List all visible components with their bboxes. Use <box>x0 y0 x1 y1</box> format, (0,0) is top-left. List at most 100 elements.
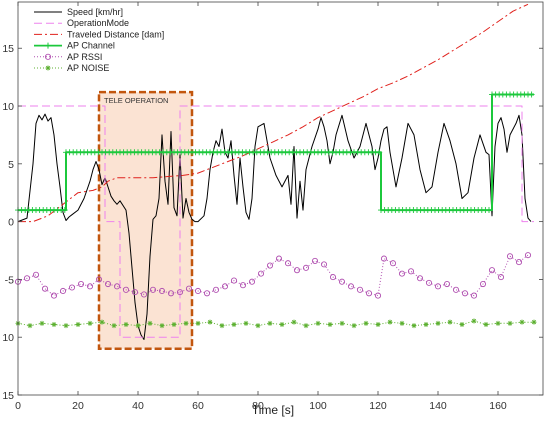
point-ap-rssi <box>284 260 292 267</box>
point-ap-noise <box>183 320 189 326</box>
point-ap-rssi <box>248 278 256 285</box>
legend-box <box>30 6 188 80</box>
point-ap-noise <box>399 320 405 326</box>
point-ap-rssi <box>293 267 301 274</box>
y-tick-label: 5 <box>8 159 14 171</box>
point-ap-rssi <box>479 280 487 288</box>
x-tick-label: 20 <box>72 400 84 412</box>
point-ap-channel <box>376 149 383 156</box>
y-tick-label: 0 <box>8 217 14 229</box>
point-ap-noise <box>75 321 81 327</box>
point-ap-rssi <box>239 282 247 289</box>
point-ap-rssi <box>329 274 337 281</box>
point-ap-noise <box>243 320 249 326</box>
point-ap-rssi <box>497 274 505 281</box>
point-ap-rssi <box>515 259 523 266</box>
point-ap-noise <box>99 319 105 325</box>
point-ap-noise <box>39 320 45 326</box>
point-ap-noise <box>411 323 417 329</box>
point-ap-noise <box>351 323 357 329</box>
point-ap-noise <box>219 323 225 329</box>
point-ap-rssi <box>32 271 40 278</box>
point-ap-rssi <box>365 290 373 297</box>
point-ap-noise <box>159 323 165 329</box>
point-ap-rssi <box>59 287 67 295</box>
point-ap-rssi <box>158 287 166 295</box>
point-ap-rssi <box>122 286 130 293</box>
point-ap-rssi <box>23 275 31 282</box>
point-ap-rssi <box>68 284 76 291</box>
point-ap-noise <box>363 320 369 326</box>
point-ap-rssi <box>320 261 328 268</box>
point-ap-rssi <box>374 292 382 299</box>
point-ap-rssi <box>212 286 220 293</box>
point-ap-noise <box>315 320 321 326</box>
point-ap-rssi <box>389 260 397 267</box>
legend-marker-ap-rssi <box>44 53 52 60</box>
point-ap-channel <box>61 207 68 214</box>
point-ap-rssi <box>338 278 346 285</box>
x-tick-label: 0 <box>15 400 21 412</box>
point-ap-rssi <box>416 275 424 282</box>
point-ap-rssi <box>185 285 193 292</box>
point-ap-channel <box>528 91 535 98</box>
point-ap-noise <box>147 320 153 326</box>
x-tick-label: 140 <box>429 400 447 412</box>
point-ap-rssi <box>95 276 103 283</box>
point-ap-noise <box>279 321 285 327</box>
point-ap-noise <box>135 323 141 329</box>
series-line-ap-rssi <box>17 254 529 297</box>
x-tick-label: 60 <box>192 400 204 412</box>
point-ap-rssi <box>356 286 364 293</box>
point-ap-rssi <box>443 280 451 288</box>
annotation-layer: TELE OPERATION <box>97 90 194 351</box>
point-ap-noise <box>447 319 453 325</box>
y-tick-label: -5 <box>5 274 14 286</box>
point-ap-noise <box>471 318 477 324</box>
point-ap-noise <box>387 319 393 325</box>
point-ap-noise <box>339 320 345 326</box>
point-ap-noise <box>519 319 525 325</box>
x-tick-label: 100 <box>309 400 327 412</box>
x-tick-label: 120 <box>369 400 387 412</box>
point-ap-noise <box>435 320 441 326</box>
point-ap-rssi <box>425 279 433 286</box>
point-ap-channel <box>486 207 492 214</box>
axis-layer: 0 20 40 60 80 100 120 140 160 15 10 5 0 -5 10 15 <box>2 2 543 412</box>
point-ap-noise <box>123 321 129 327</box>
point-ap-noise <box>495 320 501 326</box>
point-ap-rssi <box>149 286 157 293</box>
y-tick-label: 10 <box>2 101 14 113</box>
point-ap-noise <box>423 321 429 327</box>
series-line-ap-channel <box>18 93 534 212</box>
y-tick-label: 15 <box>2 43 14 55</box>
series-line-traveled-distance-dam <box>18 3 529 223</box>
point-ap-rssi <box>221 283 229 290</box>
point-ap-rssi <box>203 290 211 297</box>
legend-marker-ap-channel <box>45 42 51 49</box>
legend-label-speed-km-hr: Speed [km/hr] <box>67 7 123 17</box>
point-ap-rssi <box>176 289 184 296</box>
x-axis-label: Time [s] <box>252 403 294 417</box>
point-ap-noise <box>375 321 381 327</box>
point-ap-rssi <box>452 286 460 293</box>
point-ap-noise <box>303 323 309 329</box>
point-ap-rssi <box>194 287 202 295</box>
point-ap-rssi <box>524 252 532 259</box>
point-ap-noise <box>87 320 93 326</box>
point-ap-noise <box>195 320 201 326</box>
point-ap-rssi <box>347 283 355 290</box>
point-ap-noise <box>483 321 489 327</box>
point-ap-rssi <box>167 290 175 297</box>
point-ap-noise <box>27 323 33 329</box>
x-tick-label: 40 <box>132 400 144 412</box>
legend-label-traveled-distance-dam: Traveled Distance [dam] <box>67 29 164 39</box>
point-ap-noise <box>255 323 261 329</box>
point-ap-noise <box>531 319 537 325</box>
point-ap-noise <box>51 321 57 327</box>
point-ap-rssi <box>140 291 148 298</box>
point-ap-noise <box>171 321 177 327</box>
point-ap-rssi <box>470 292 478 299</box>
point-ap-rssi <box>266 262 274 269</box>
